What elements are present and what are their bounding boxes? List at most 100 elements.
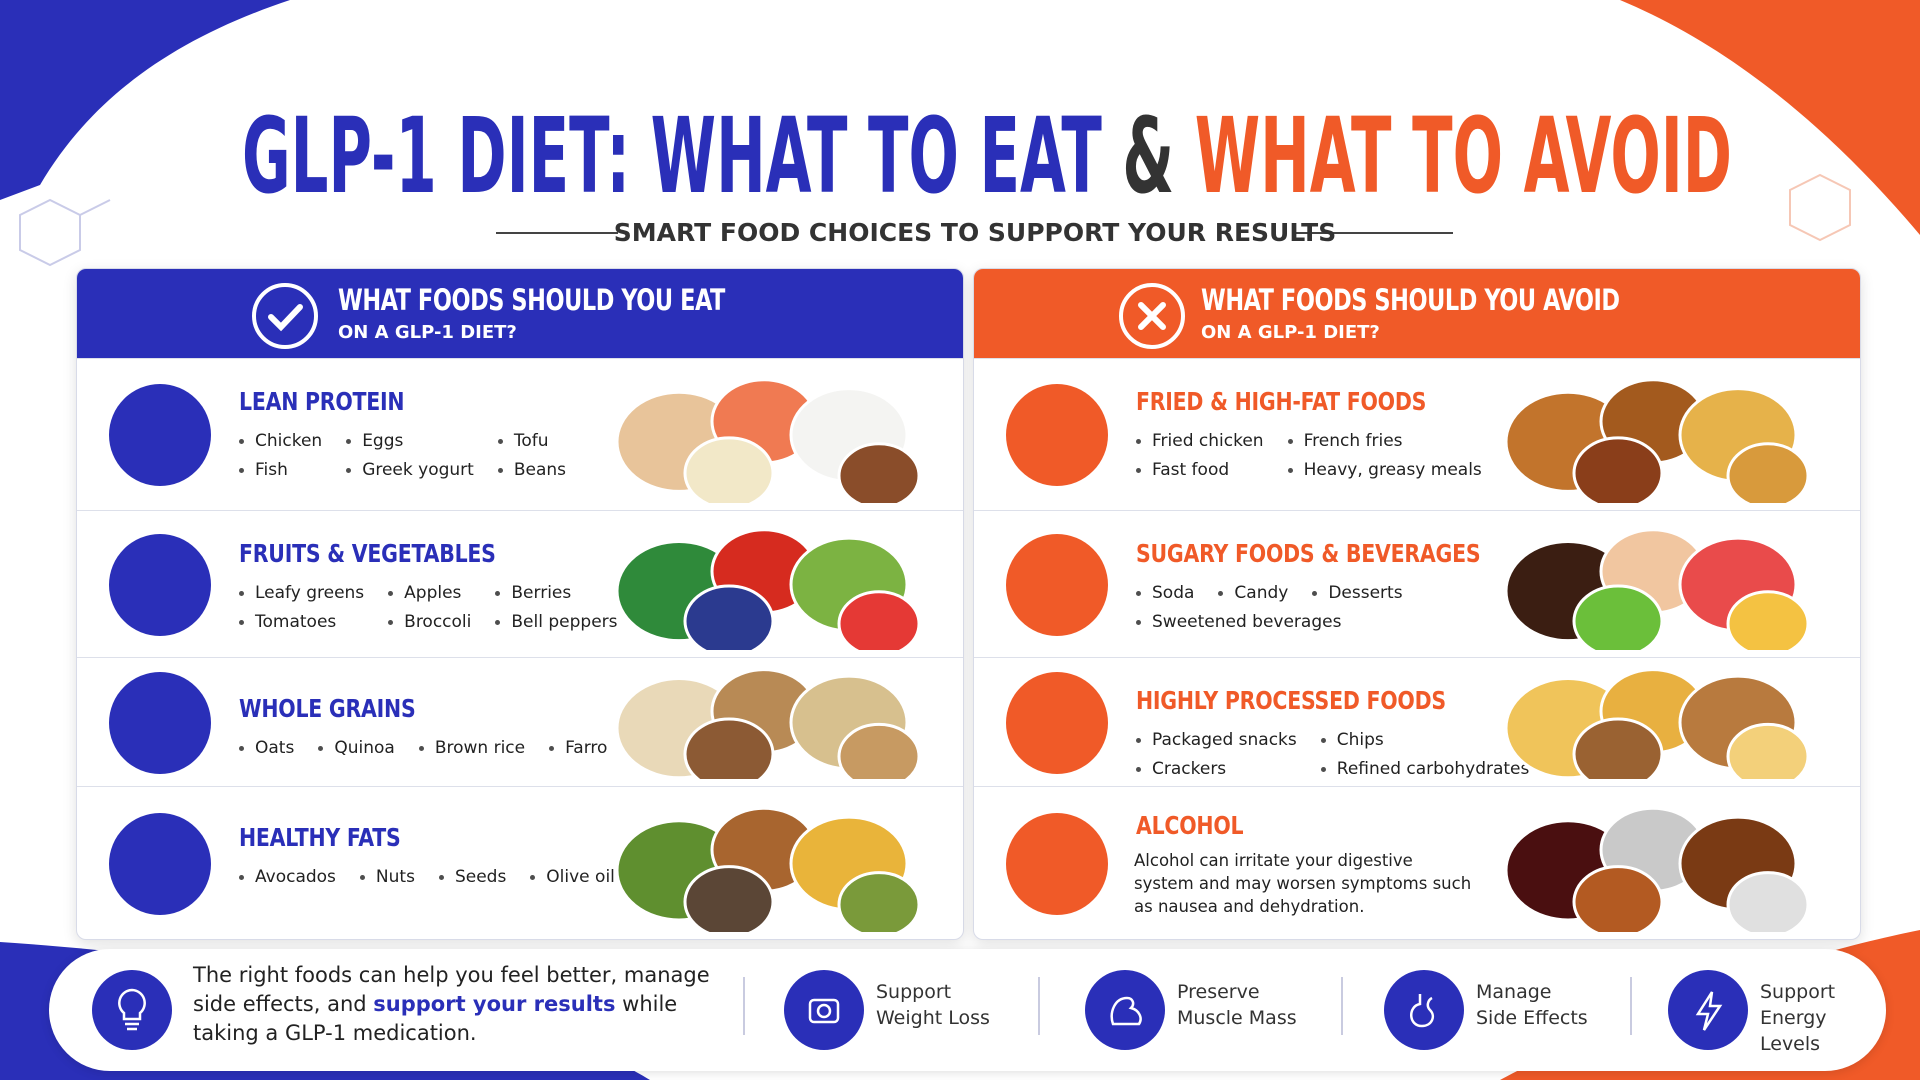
section-icon: M30 66 c-8-10 0-28 14-30 c8-12 22-6 22 4… [109,384,211,490]
benefit-icon [1384,970,1464,1054]
header-icon [251,282,319,354]
item: Brown rice [417,738,525,758]
molecule-decoration [19,173,1851,267]
title: GLP-1 DIET: WHAT TO EAT & WHAT TO AVOID [242,95,1732,217]
item: Leafy greens [237,583,364,603]
food-shape [683,584,775,658]
benefit-label: Manage Side Effects [1476,979,1588,1031]
food-image [1498,367,1838,510]
item: Broccoli [386,612,471,632]
item: Bell peppers [493,612,618,632]
item: Chicken [237,431,322,451]
benefit-line: Energy Levels [1760,1007,1827,1055]
section-title: LEAN PROTEIN [239,387,405,416]
food-shape [1572,865,1664,939]
panel-heading: WHAT FOODS SHOULD YOU AVOID [1201,283,1620,317]
item: Crackers [1134,759,1297,779]
item: Greek yogurt [344,460,474,480]
section-row: M30 66 c-8-10 0-28 14-30 c8-12 22-6 22 4… [77,358,963,511]
benefit-line: Support [876,981,952,1003]
section-icon-svg: M34 46 h34 l-4 34 h-26 Z M38 46 l-4-18 M… [1006,384,1108,486]
section-title: WHOLE GRAINS [239,694,416,723]
section-icon-svg: M51 24 c-14 0-22 30-22 40 c0 10 10 18 22… [109,812,211,915]
item: Olive oil [528,867,615,887]
section-icon-svg: M36 36 h30 l-4 44 h-22 Z M52 36 l6-14 h8… [1006,533,1108,636]
food-shape [837,590,921,658]
benefit-line: Side Effects [1476,1007,1588,1029]
eat-panel: WHAT FOODS SHOULD YOU EAT ON A GLP-1 DIET… [76,268,964,940]
section-title: SUGARY FOODS & BEVERAGES [1136,539,1481,568]
item: Avocados [237,867,336,887]
food-image [1498,519,1838,658]
item-list: Fried chicken French fries Fast food Heavy,… [1134,431,1482,480]
food-image [609,666,949,791]
footer-divider [1341,977,1343,1035]
section-row: M51 24 c-14 0-22 30-22 40 c0 10 10 18 22… [77,786,963,939]
food-shape [837,871,921,939]
food-image [609,795,949,939]
benefit-line: Preserve [1177,981,1260,1003]
section-icon: M51 24 c-14 0-22 30-22 40 c0 10 10 18 22… [109,812,211,919]
section-row: M38 26 h26 c2 16-2 30-13 32 c-11-2-15-16… [974,786,1860,939]
section-icon-svg: M51 36 c-14-8-26 4-22 20 c3 14 12 22 22 … [109,533,211,636]
item: Fast food [1134,460,1264,480]
section-row: M34 28 h34 l-3 8 l3 8 v26 l-3 8 l3 4 h-3… [974,657,1860,791]
section-title: HEALTHY FATS [239,823,401,852]
panel-header: WHAT FOODS SHOULD YOU AVOID ON A GLP-1 DI… [974,269,1860,358]
benefit-icon [784,970,864,1054]
item: Berries [493,583,617,603]
corner-shape [0,0,290,200]
benefit-line: Muscle Mass [1177,1007,1297,1029]
benefit-icon [1668,970,1748,1054]
footer: The right foods can help you feel better… [49,949,1886,1071]
food-shape [683,436,775,510]
food-shape [1726,871,1810,939]
section-icon: M36 36 h30 l-4 44 h-22 Z M52 36 l6-14 h8… [1006,533,1108,640]
item: Refined carbohydrates [1319,759,1529,779]
footer-message: The right foods can help you feel better… [193,961,713,1048]
food-illustration [1504,528,1810,658]
item: French fries [1286,431,1482,451]
header-icon-svg [252,283,318,349]
benefit-line: Weight Loss [876,1007,990,1029]
panel-subheading: ON A GLP-1 DIET? [1201,322,1380,343]
section-row: M34 46 h34 l-4 34 h-26 Z M38 46 l-4-18 M… [974,358,1860,511]
food-image [609,367,949,510]
food-illustration [615,528,921,658]
benefit-icon-svg [1668,970,1748,1050]
benefit-line: Support [1760,981,1836,1003]
food-illustration [1504,668,1810,791]
food-illustration [615,378,921,510]
food-illustration [1504,806,1810,939]
food-image [1498,795,1838,939]
footer-divider [743,977,745,1035]
benefit-icon-svg [1384,970,1464,1050]
section-icon: M51 36 c-14-8-26 4-22 20 c3 14 12 22 22 … [109,533,211,640]
title-amp: & [1122,95,1174,217]
item: Heavy, greasy meals [1286,460,1482,480]
section-description: Alcohol can irritate your digestive syst… [1134,851,1472,916]
item: Apples [386,583,471,603]
item: Quinoa [316,738,395,758]
benefit-label: Support Weight Loss [876,979,990,1031]
item: Soda [1134,583,1194,603]
bulb-icon [92,970,172,1050]
section-row: M51 36 c-14-8-26 4-22 20 c3 14 12 22 22 … [77,510,963,658]
footer-divider [1630,977,1632,1035]
item-list: Packaged snacks Chips Crackers Refined carb… [1134,730,1529,779]
avoid-panel: WHAT FOODS SHOULD YOU AVOID ON A GLP-1 DI… [973,268,1861,940]
food-illustration [1504,378,1810,510]
item-list: Leafy greens Apples Berries Tomatoes Broccol… [237,583,618,632]
item-list: Soda Candy Desserts Sweetened beverages [1134,583,1403,632]
corner-shape [1620,0,1920,235]
benefit-icon-svg [784,970,864,1050]
item: Fish [237,460,322,480]
food-image [609,519,949,658]
food-shape [1726,590,1810,658]
item: Nuts [358,867,415,887]
section-icon: M34 28 h34 l-3 8 l3 8 v26 l-3 8 l3 4 h-3… [1006,671,1108,778]
item: Packaged snacks [1134,730,1297,750]
panel-subheading: ON A GLP-1 DIET? [338,322,517,343]
item: Desserts [1310,583,1403,603]
